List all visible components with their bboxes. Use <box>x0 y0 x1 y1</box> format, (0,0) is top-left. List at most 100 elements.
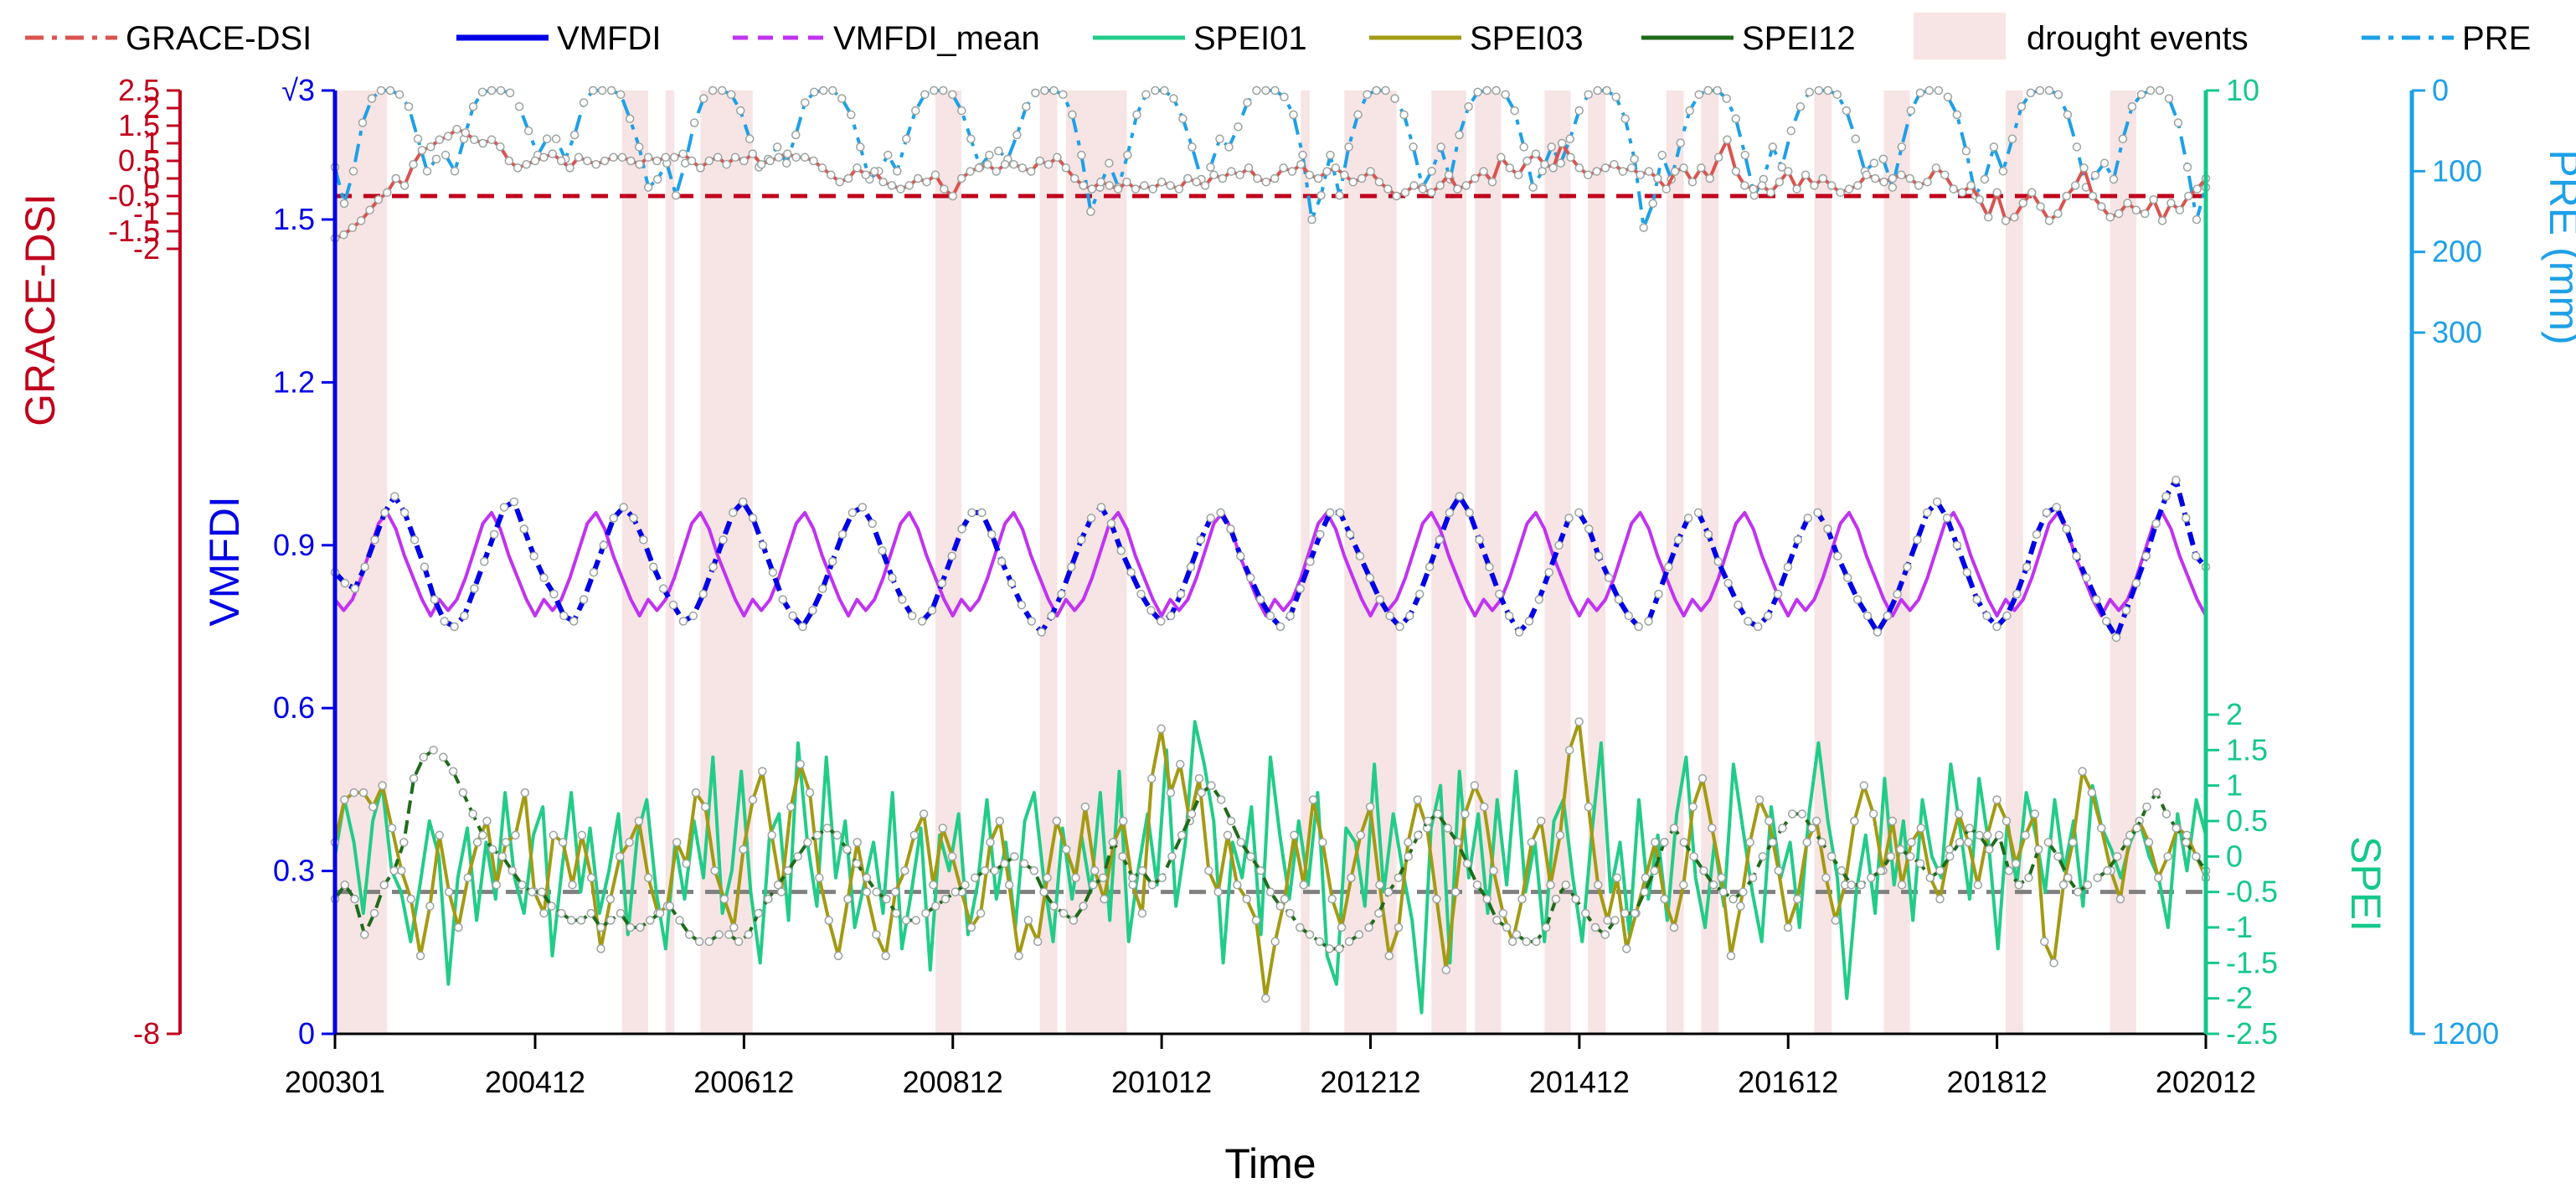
data-point <box>671 190 681 200</box>
data-point <box>1061 844 1071 855</box>
spei-axis-title: SPEI <box>2342 836 2389 932</box>
data-point <box>773 880 783 890</box>
data-point <box>1418 184 1428 194</box>
data-point <box>861 170 871 180</box>
legend-item-spei12: SPEI12 <box>1641 20 1856 57</box>
data-point <box>1640 887 1650 896</box>
data-point <box>415 951 425 961</box>
grace_dsi-tick-label: 2.5 <box>118 73 160 107</box>
grace_dsi-tick-label: -8 <box>133 1016 160 1051</box>
data-point <box>1916 824 1926 833</box>
data-point <box>1394 873 1404 882</box>
data-point <box>519 524 529 534</box>
data-point <box>399 838 409 847</box>
data-point <box>961 880 970 890</box>
drought-event-band <box>700 90 753 1034</box>
data-point <box>937 578 947 588</box>
data-point <box>1972 595 1981 604</box>
data-point <box>738 497 748 507</box>
data-point <box>853 163 862 173</box>
data-point <box>1768 142 1778 152</box>
data-point <box>1196 535 1206 545</box>
data-point <box>1381 85 1390 96</box>
data-point <box>450 622 459 632</box>
series-grace-dsi <box>330 124 2211 243</box>
data-point <box>2131 205 2141 215</box>
series-layer <box>330 85 2211 1015</box>
data-point <box>1718 887 1728 896</box>
data-point <box>639 535 648 545</box>
data-point <box>2191 852 2201 861</box>
data-point <box>1564 746 1574 755</box>
data-point <box>646 916 655 925</box>
data-point <box>2087 788 2097 798</box>
data-point <box>589 567 599 577</box>
data-point <box>1470 781 1480 790</box>
data-point <box>1694 90 1703 100</box>
data-point <box>1244 163 1254 173</box>
data-point <box>636 922 645 932</box>
data-point <box>1209 170 1218 180</box>
legend-item-spei01: SPEI01 <box>1093 20 1307 57</box>
data-point <box>966 167 975 176</box>
data-point <box>527 887 537 896</box>
data-point <box>1773 589 1783 599</box>
data-point <box>547 901 556 911</box>
data-point <box>881 951 890 961</box>
spei-axis-ticks: 10 21.510.50-0.5-1-1.5-2-2.5 <box>2206 73 2278 1051</box>
data-point <box>1975 830 1984 840</box>
data-point <box>588 85 598 96</box>
data-point <box>1037 627 1046 637</box>
data-point <box>1726 951 1736 961</box>
data-point <box>658 584 668 593</box>
series-spei12 <box>330 746 2211 953</box>
data-point <box>800 152 810 163</box>
data-point <box>1017 600 1027 610</box>
data-point <box>1630 908 1640 918</box>
x-tick-label: 201212 <box>1320 1065 1420 1099</box>
data-point <box>435 135 444 145</box>
data-point <box>448 767 458 776</box>
data-point <box>1345 529 1355 540</box>
data-point <box>1955 838 1965 847</box>
data-point <box>1620 908 1630 918</box>
data-point <box>1660 838 1669 847</box>
pre-axis-ticks: 0 100 200 300 1200 <box>2412 73 2499 1051</box>
data-point <box>1479 802 1489 812</box>
data-point <box>1862 611 1873 621</box>
data-point <box>1335 190 1344 200</box>
data-point <box>1943 92 1953 101</box>
data-point <box>1897 170 1906 180</box>
data-point <box>2039 937 2049 947</box>
data-point <box>1157 177 1167 187</box>
data-point <box>812 830 822 840</box>
data-point <box>1736 901 1745 911</box>
legend-label-grace-dsi: GRACE-DSI <box>126 20 312 57</box>
spei-tick-label: 0.5 <box>2226 803 2268 838</box>
data-point <box>1374 908 1383 918</box>
data-point <box>477 87 487 97</box>
data-point <box>1636 170 1645 180</box>
data-point <box>1192 177 1201 187</box>
data-point <box>708 562 718 571</box>
data-point <box>1723 578 1733 588</box>
data-point <box>358 118 368 127</box>
data-point <box>1365 573 1375 582</box>
data-point <box>1316 190 1326 200</box>
data-point <box>1803 514 1812 523</box>
data-point <box>1940 170 1950 180</box>
data-point <box>2111 633 2121 643</box>
data-point <box>1731 167 1741 176</box>
data-point <box>619 503 628 512</box>
data-point <box>1356 830 1365 840</box>
data-point <box>2173 118 2183 127</box>
data-point <box>380 508 389 518</box>
data-point <box>1275 622 1285 632</box>
data-point <box>1962 567 1972 577</box>
data-point <box>977 508 987 518</box>
data-point <box>1436 142 1445 152</box>
data-point <box>1235 170 1244 180</box>
data-point <box>1622 944 1631 953</box>
data-point <box>514 102 524 111</box>
data-point <box>1137 908 1147 918</box>
